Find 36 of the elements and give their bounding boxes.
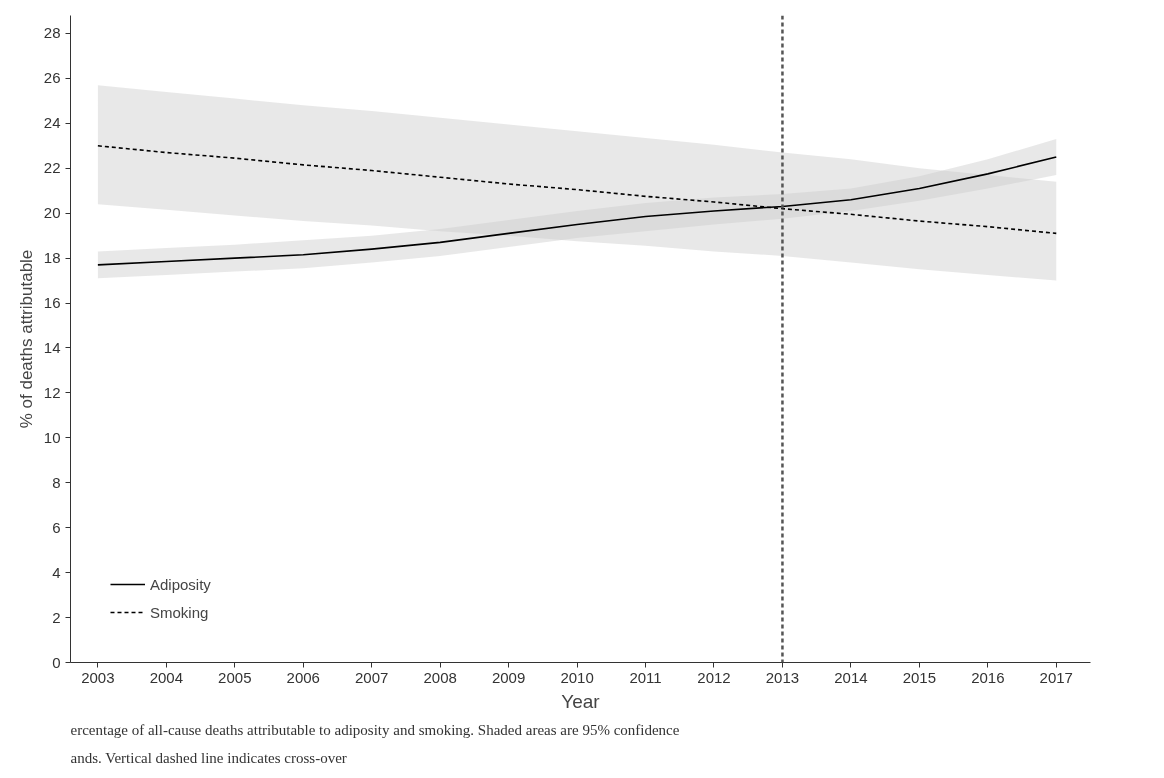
x-tick-label: 2011 xyxy=(629,668,662,686)
y-tick-label: 14 xyxy=(43,338,61,356)
y-tick-label: 4 xyxy=(52,563,61,581)
y-tick-label: 2 xyxy=(52,608,61,626)
x-tick-label: 2014 xyxy=(834,668,868,686)
x-tick-label: 2016 xyxy=(971,668,1005,686)
y-tick-label: 10 xyxy=(43,428,61,446)
y-tick-label: 6 xyxy=(52,518,61,536)
x-tick-label: 2013 xyxy=(765,668,800,686)
text: ercentage of all-cause deaths attributable to adiposity and smoking. Shaded areas are 95% confidence xyxy=(70,721,680,738)
y-tick-label: 18 xyxy=(43,249,61,267)
x-tick-label: 2006 xyxy=(286,668,320,686)
y-tick-label: 22 xyxy=(43,159,61,177)
y-axis-title: % of deaths attributable xyxy=(16,249,36,429)
y-tick-label: 16 xyxy=(43,294,61,312)
y-tick-label: 24 xyxy=(43,114,61,132)
legend-label: Adiposity xyxy=(150,575,211,593)
x-tick-label: 2004 xyxy=(149,668,184,686)
y-tick-label: 20 xyxy=(43,204,61,222)
y-tick-label: 0 xyxy=(52,653,61,671)
x-tick-label: 2005 xyxy=(218,668,252,686)
x-tick-label: 2015 xyxy=(902,668,937,686)
text: ands. Vertical dashed line indicates cross-over xyxy=(70,749,347,766)
y-tick-label: 12 xyxy=(43,383,61,401)
y-tick-label: 26 xyxy=(43,69,61,87)
x-tick-label: 2008 xyxy=(423,668,457,686)
y-tick-label: 8 xyxy=(52,473,61,491)
x-tick-label: 2017 xyxy=(1039,668,1073,686)
x-tick-label: 2012 xyxy=(697,668,731,686)
x-tick-label: 2003 xyxy=(81,668,115,686)
legend-label: Smoking xyxy=(150,603,209,621)
x-axis-title: Year xyxy=(561,690,601,712)
x-tick-label: 2007 xyxy=(355,668,389,686)
y-tick-label: 28 xyxy=(43,24,61,42)
x-tick-label: 2009 xyxy=(491,668,526,686)
x-tick-label: 2010 xyxy=(560,668,594,686)
